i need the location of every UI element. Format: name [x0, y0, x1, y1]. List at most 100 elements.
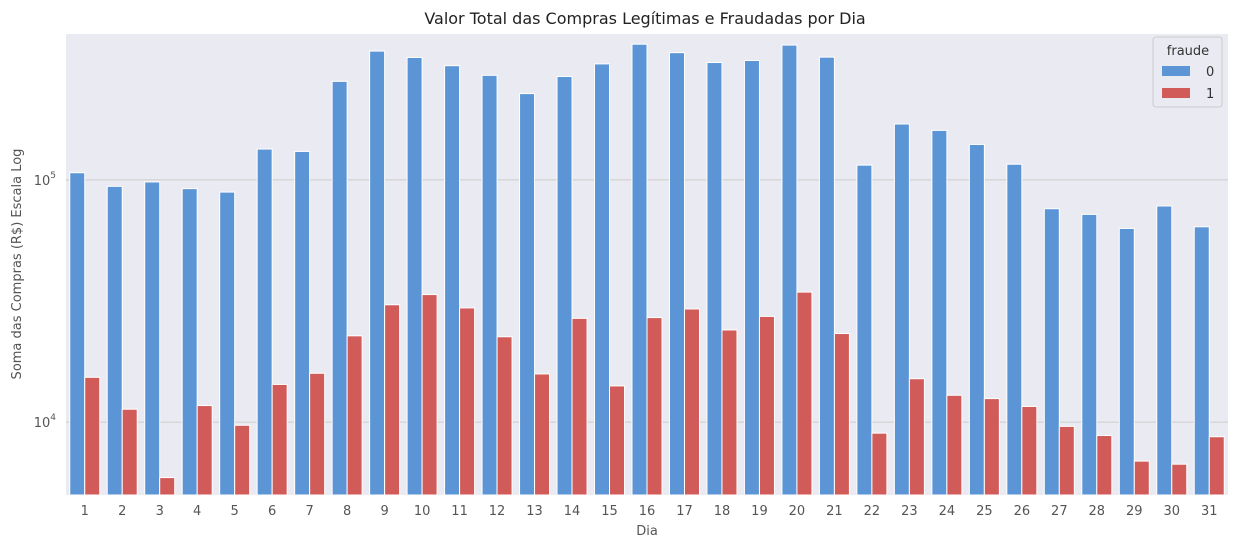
x-tick-label-12: 12: [489, 504, 506, 519]
bar-series0-day31: [1193, 226, 1210, 496]
bar-series1-day2: [121, 408, 138, 496]
legend-swatch-1: [1162, 88, 1190, 98]
x-tick-label-14: 14: [564, 504, 581, 519]
x-tick-label-2: 2: [118, 504, 126, 519]
bar-series0-day23: [893, 123, 910, 496]
bar-series1-day28: [1096, 435, 1113, 496]
y-axis-label: Soma das Compras (R$) Escala Log: [10, 149, 25, 380]
bar-series0-day2: [106, 185, 123, 496]
bar-series0-day12: [481, 74, 498, 496]
x-tick-label-31: 31: [1201, 504, 1218, 519]
bar-series0-day19: [743, 59, 760, 496]
bar-series0-day20: [781, 44, 798, 496]
bar-series0-day6: [256, 148, 273, 496]
x-tick-label-25: 25: [976, 504, 993, 519]
bar-series0-day3: [144, 181, 161, 496]
bar-series0-day25: [968, 143, 985, 496]
y-tick-label-0: 104: [34, 413, 57, 431]
x-tick-label-19: 19: [751, 504, 768, 519]
bar-series1-day7: [309, 372, 326, 496]
y-tick-labels: 104 105: [34, 171, 57, 431]
bar-series0-day26: [1006, 163, 1023, 496]
bar-series1-day8: [346, 335, 363, 496]
x-tick-label-22: 22: [864, 504, 881, 519]
bar-series1-day31: [1208, 436, 1225, 496]
x-tick-label-20: 20: [789, 504, 806, 519]
bar-series0-day17: [668, 52, 685, 496]
bar-series1-day24: [946, 394, 963, 496]
bar-series1-day19: [758, 315, 775, 496]
bar-series1-day1: [84, 376, 101, 496]
bar-series0-day27: [1043, 208, 1060, 496]
x-tick-label-30: 30: [1164, 504, 1181, 519]
bar-series0-day14: [556, 76, 573, 496]
x-tick-label-24: 24: [939, 504, 956, 519]
x-axis-label: Dia: [636, 524, 658, 539]
x-tick-label-15: 15: [601, 504, 618, 519]
legend-swatch-0: [1162, 66, 1190, 76]
bar-series0-day8: [331, 80, 348, 496]
bar-series1-day18: [721, 329, 738, 496]
x-tick-label-5: 5: [231, 504, 239, 519]
bar-series1-day30: [1171, 463, 1188, 496]
bar-series1-day25: [983, 398, 1000, 496]
bar-series1-day6: [271, 383, 288, 496]
bar-series0-day11: [444, 65, 461, 496]
bar-series0-day29: [1118, 227, 1135, 496]
legend-title: fraude: [1167, 44, 1209, 59]
bar-series0-day10: [406, 56, 423, 496]
x-tick-label-21: 21: [826, 504, 843, 519]
bar-series1-day11: [459, 307, 476, 496]
bar-series1-day21: [833, 333, 850, 496]
bar-series1-day13: [534, 373, 551, 496]
bar-series0-day22: [856, 164, 873, 496]
bar-series0-day15: [594, 63, 611, 496]
bar-series1-day16: [646, 317, 663, 496]
bar-series1-day3: [159, 477, 176, 496]
bar-series1-day12: [496, 336, 513, 496]
bar-series0-day5: [219, 191, 236, 496]
bar-series1-day26: [1021, 405, 1038, 496]
bar-series0-day16: [631, 43, 648, 496]
bar-series1-day22: [871, 432, 888, 496]
bar-series0-day18: [706, 62, 723, 496]
bar-series1-day20: [796, 291, 813, 496]
x-tick-label-3: 3: [156, 504, 164, 519]
x-tick-label-11: 11: [451, 504, 468, 519]
bar-series0-day1: [69, 172, 86, 496]
bar-series0-day30: [1156, 205, 1173, 496]
bar-series0-day4: [181, 188, 198, 496]
x-tick-label-6: 6: [268, 504, 276, 519]
bar-series0-day28: [1081, 213, 1098, 496]
x-tick-label-17: 17: [676, 504, 693, 519]
x-tick-label-18: 18: [714, 504, 731, 519]
x-tick-label-16: 16: [639, 504, 656, 519]
bar-series0-day21: [818, 56, 835, 496]
chart-title: Valor Total das Compras Legítimas e Frau…: [424, 9, 865, 28]
x-tick-label-26: 26: [1014, 504, 1031, 519]
bar-series1-day27: [1058, 425, 1075, 496]
x-tick-label-27: 27: [1051, 504, 1068, 519]
bar-series1-day9: [384, 304, 401, 496]
bar-series0-day24: [931, 129, 948, 496]
legend-label-1: 1: [1206, 87, 1214, 102]
bars: [69, 43, 1225, 496]
bar-series1-day29: [1133, 460, 1150, 496]
x-tick-label-28: 28: [1089, 504, 1106, 519]
x-tick-labels: 1 2 3 4 5 6 7 8 9 10 11 12 13 14 15 16 17 18 19 20 21 22 23 24 2…: [81, 504, 1218, 519]
bar-series1-day4: [196, 405, 213, 496]
legend: fraude 0 1: [1152, 36, 1223, 108]
x-tick-label-4: 4: [193, 504, 201, 519]
bar-series1-day23: [908, 378, 925, 496]
x-tick-label-9: 9: [380, 504, 388, 519]
bar-series0-day7: [294, 150, 311, 496]
bar-series1-day5: [234, 424, 251, 496]
bar-series0-day9: [369, 50, 386, 496]
x-tick-label-29: 29: [1126, 504, 1143, 519]
bar-series1-day14: [571, 317, 588, 496]
x-tick-label-13: 13: [526, 504, 543, 519]
x-tick-label-23: 23: [901, 504, 918, 519]
x-tick-label-7: 7: [306, 504, 314, 519]
bar-series1-day17: [683, 308, 700, 496]
